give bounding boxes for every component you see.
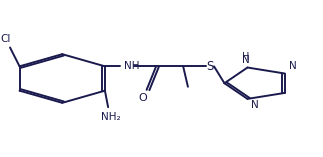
Text: S: S — [206, 60, 214, 73]
Text: NH₂: NH₂ — [101, 112, 121, 122]
Text: N: N — [251, 100, 259, 110]
Text: H: H — [242, 51, 250, 62]
Text: N: N — [289, 61, 297, 71]
Text: N: N — [242, 55, 250, 65]
Text: O: O — [138, 93, 147, 103]
Text: NH: NH — [124, 61, 140, 70]
Text: Cl: Cl — [0, 34, 10, 43]
